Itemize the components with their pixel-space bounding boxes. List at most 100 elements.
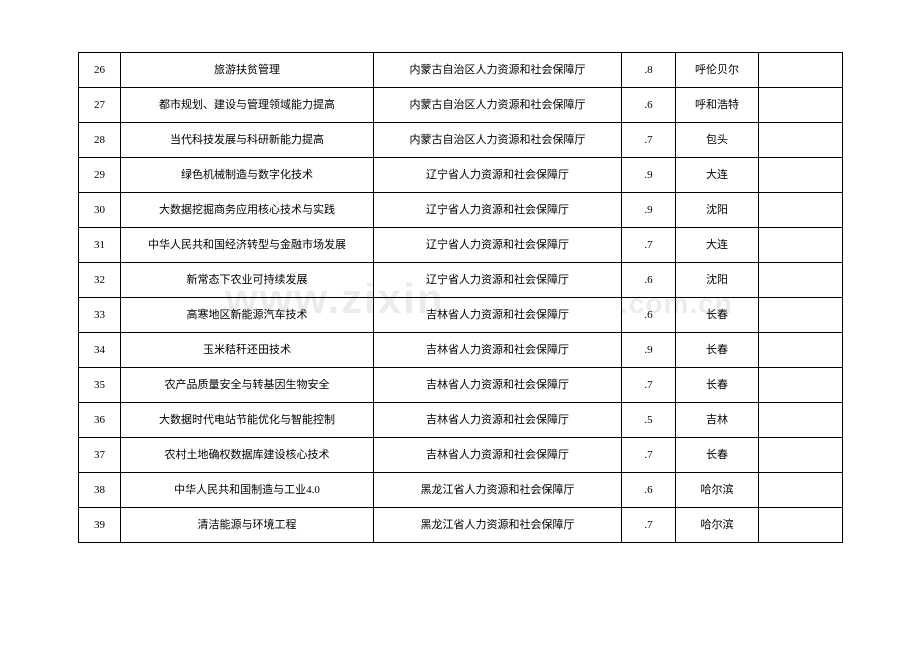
cell-city: 哈尔滨 — [676, 508, 759, 543]
table-row: 37 农村土地确权数据库建设核心技术 吉林省人力资源和社会保障厅 .7 长春 — [79, 438, 843, 473]
cell-title: 高寒地区新能源汽车技术 — [121, 298, 374, 333]
table-row: 31 中华人民共和国经济转型与金融市场发展 辽宁省人力资源和社会保障厅 .7 大… — [79, 228, 843, 263]
table-row: 39 清洁能源与环境工程 黑龙江省人力资源和社会保障厅 .7 哈尔滨 — [79, 508, 843, 543]
cell-val: .6 — [622, 298, 676, 333]
data-table: 26 旅游扶贫管理 内蒙古自治区人力资源和社会保障厅 .8 呼伦贝尔 27 都市… — [78, 52, 843, 543]
cell-city: 长春 — [676, 438, 759, 473]
cell-empty — [759, 368, 843, 403]
cell-val: .7 — [622, 368, 676, 403]
table-row: 28 当代科技发展与科研新能力提高 内蒙古自治区人力资源和社会保障厅 .7 包头 — [79, 123, 843, 158]
cell-idx: 32 — [79, 263, 121, 298]
cell-empty — [759, 158, 843, 193]
cell-empty — [759, 473, 843, 508]
cell-idx: 34 — [79, 333, 121, 368]
cell-val: .7 — [622, 438, 676, 473]
cell-dept: 吉林省人力资源和社会保障厅 — [374, 368, 622, 403]
cell-dept: 吉林省人力资源和社会保障厅 — [374, 333, 622, 368]
table-row: 34 玉米秸秆还田技术 吉林省人力资源和社会保障厅 .9 长春 — [79, 333, 843, 368]
table-row: 30 大数据挖掘商务应用核心技术与实践 辽宁省人力资源和社会保障厅 .9 沈阳 — [79, 193, 843, 228]
cell-val: .7 — [622, 228, 676, 263]
cell-city: 大连 — [676, 158, 759, 193]
cell-val: .6 — [622, 263, 676, 298]
cell-title: 绿色机械制造与数字化技术 — [121, 158, 374, 193]
cell-title: 农村土地确权数据库建设核心技术 — [121, 438, 374, 473]
cell-idx: 27 — [79, 88, 121, 123]
cell-dept: 吉林省人力资源和社会保障厅 — [374, 298, 622, 333]
cell-idx: 29 — [79, 158, 121, 193]
cell-idx: 38 — [79, 473, 121, 508]
cell-dept: 辽宁省人力资源和社会保障厅 — [374, 193, 622, 228]
cell-title: 当代科技发展与科研新能力提高 — [121, 123, 374, 158]
cell-city: 长春 — [676, 368, 759, 403]
cell-dept: 内蒙古自治区人力资源和社会保障厅 — [374, 53, 622, 88]
cell-val: .9 — [622, 158, 676, 193]
cell-dept: 内蒙古自治区人力资源和社会保障厅 — [374, 88, 622, 123]
cell-title: 旅游扶贫管理 — [121, 53, 374, 88]
cell-city: 长春 — [676, 298, 759, 333]
cell-city: 吉林 — [676, 403, 759, 438]
cell-title: 都市规划、建设与管理领域能力提高 — [121, 88, 374, 123]
cell-idx: 35 — [79, 368, 121, 403]
cell-empty — [759, 403, 843, 438]
table-body: 26 旅游扶贫管理 内蒙古自治区人力资源和社会保障厅 .8 呼伦贝尔 27 都市… — [79, 53, 843, 543]
cell-empty — [759, 298, 843, 333]
table-row: 26 旅游扶贫管理 内蒙古自治区人力资源和社会保障厅 .8 呼伦贝尔 — [79, 53, 843, 88]
cell-idx: 33 — [79, 298, 121, 333]
cell-idx: 36 — [79, 403, 121, 438]
cell-val: .9 — [622, 333, 676, 368]
table-row: 29 绿色机械制造与数字化技术 辽宁省人力资源和社会保障厅 .9 大连 — [79, 158, 843, 193]
cell-empty — [759, 193, 843, 228]
cell-city: 长春 — [676, 333, 759, 368]
cell-dept: 辽宁省人力资源和社会保障厅 — [374, 158, 622, 193]
cell-dept: 吉林省人力资源和社会保障厅 — [374, 403, 622, 438]
table-row: 36 大数据时代电站节能优化与智能控制 吉林省人力资源和社会保障厅 .5 吉林 — [79, 403, 843, 438]
page: www.zixin .com.cn 26 旅游扶贫管理 内蒙古自治区人力资源和社… — [0, 0, 920, 651]
cell-dept: 辽宁省人力资源和社会保障厅 — [374, 228, 622, 263]
table-row: 27 都市规划、建设与管理领域能力提高 内蒙古自治区人力资源和社会保障厅 .6 … — [79, 88, 843, 123]
cell-idx: 37 — [79, 438, 121, 473]
cell-city: 沈阳 — [676, 263, 759, 298]
cell-idx: 39 — [79, 508, 121, 543]
cell-val: .8 — [622, 53, 676, 88]
cell-title: 大数据时代电站节能优化与智能控制 — [121, 403, 374, 438]
cell-val: .6 — [622, 88, 676, 123]
cell-title: 清洁能源与环境工程 — [121, 508, 374, 543]
cell-idx: 30 — [79, 193, 121, 228]
cell-val: .6 — [622, 473, 676, 508]
cell-title: 中华人民共和国制造与工业4.0 — [121, 473, 374, 508]
cell-val: .7 — [622, 123, 676, 158]
cell-dept: 黑龙江省人力资源和社会保障厅 — [374, 473, 622, 508]
table-row: 32 新常态下农业可持续发展 辽宁省人力资源和社会保障厅 .6 沈阳 — [79, 263, 843, 298]
cell-title: 玉米秸秆还田技术 — [121, 333, 374, 368]
cell-city: 包头 — [676, 123, 759, 158]
cell-idx: 26 — [79, 53, 121, 88]
cell-idx: 31 — [79, 228, 121, 263]
table-row: 35 农产品质量安全与转基因生物安全 吉林省人力资源和社会保障厅 .7 长春 — [79, 368, 843, 403]
cell-val: .9 — [622, 193, 676, 228]
cell-val: .7 — [622, 508, 676, 543]
cell-title: 新常态下农业可持续发展 — [121, 263, 374, 298]
cell-dept: 辽宁省人力资源和社会保障厅 — [374, 263, 622, 298]
cell-val: .5 — [622, 403, 676, 438]
cell-city: 沈阳 — [676, 193, 759, 228]
cell-city: 哈尔滨 — [676, 473, 759, 508]
cell-dept: 内蒙古自治区人力资源和社会保障厅 — [374, 123, 622, 158]
cell-dept: 黑龙江省人力资源和社会保障厅 — [374, 508, 622, 543]
cell-title: 农产品质量安全与转基因生物安全 — [121, 368, 374, 403]
cell-city: 呼伦贝尔 — [676, 53, 759, 88]
cell-empty — [759, 508, 843, 543]
cell-empty — [759, 263, 843, 298]
cell-city: 大连 — [676, 228, 759, 263]
cell-empty — [759, 438, 843, 473]
cell-empty — [759, 228, 843, 263]
cell-empty — [759, 53, 843, 88]
table-row: 33 高寒地区新能源汽车技术 吉林省人力资源和社会保障厅 .6 长春 — [79, 298, 843, 333]
cell-empty — [759, 333, 843, 368]
cell-dept: 吉林省人力资源和社会保障厅 — [374, 438, 622, 473]
cell-idx: 28 — [79, 123, 121, 158]
cell-empty — [759, 123, 843, 158]
cell-title: 大数据挖掘商务应用核心技术与实践 — [121, 193, 374, 228]
cell-city: 呼和浩特 — [676, 88, 759, 123]
table-row: 38 中华人民共和国制造与工业4.0 黑龙江省人力资源和社会保障厅 .6 哈尔滨 — [79, 473, 843, 508]
cell-empty — [759, 88, 843, 123]
